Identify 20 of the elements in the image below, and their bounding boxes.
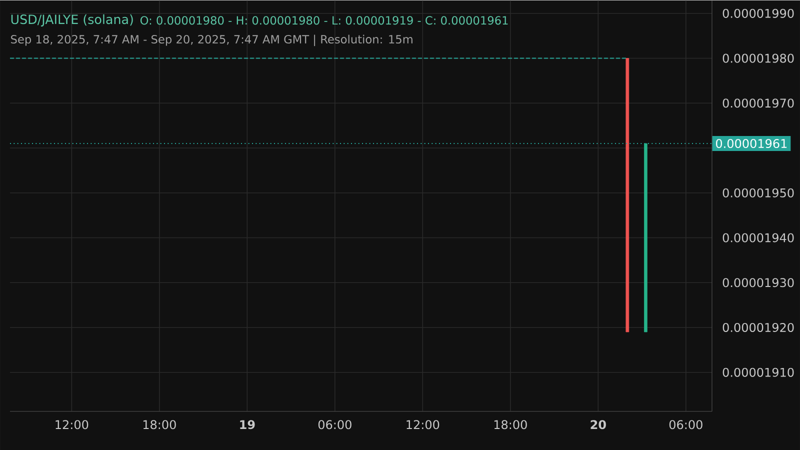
y-tick-label: 0.00001970 — [722, 98, 794, 108]
y-tick-label: 0.00001920 — [722, 322, 794, 332]
x-tick-label: 12:00 — [406, 420, 440, 429]
y-tick-label: 0.00001950 — [722, 188, 794, 198]
y-tick-label: 0.00001990 — [722, 8, 794, 18]
x-tick-label: 19 — [240, 420, 255, 429]
y-tick-label: 0.00001940 — [722, 233, 794, 242]
x-tick-label: 12:00 — [56, 420, 88, 429]
y-tick-label: 0.00001910 — [722, 368, 794, 377]
text: USD/JAILYE (solana) — [11, 14, 133, 26]
x-tick-label: 06:00 — [669, 420, 702, 429]
ref-line-label: 0.00001961 — [716, 138, 787, 148]
x-tick-label: 20 — [590, 420, 606, 429]
text: O: 0.00001980 - H: 0.00001980 - L: 0.00001919 - C: 0.00001961 — [140, 16, 508, 24]
x-tick-label: 06:00 — [318, 420, 352, 429]
x-tick-label: 18:00 — [143, 420, 176, 429]
y-tick-label: 0.00001980 — [722, 54, 794, 63]
x-tick-label: 18:00 — [494, 420, 527, 429]
y-tick-label: 0.00001930 — [722, 278, 794, 287]
annotation: Sep 18, 2025, 7:47 AM - Sep 20, 2025, 7:47 AM GMT | Resolution: 15m — [11, 34, 412, 46]
